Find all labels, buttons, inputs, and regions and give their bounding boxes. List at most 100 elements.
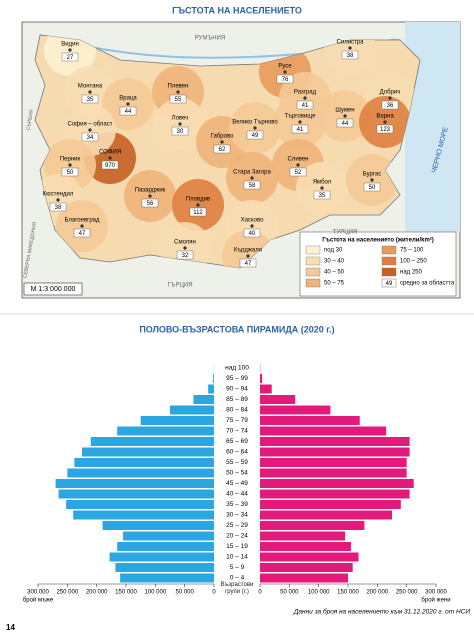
age-label: 90 – 94 xyxy=(226,386,248,393)
legend-swatch xyxy=(305,267,321,277)
value-box xyxy=(291,124,309,134)
region-value: 41 xyxy=(297,127,304,133)
x-tick-label: 100 000 xyxy=(308,590,330,596)
value-box xyxy=(73,228,91,238)
region-value: 58 xyxy=(249,183,256,189)
value-box xyxy=(171,126,189,136)
bar xyxy=(58,489,215,499)
city-dot xyxy=(176,90,180,94)
bar xyxy=(90,437,214,446)
region-name: Перник xyxy=(60,157,81,163)
region-name: Велико Търново xyxy=(232,120,278,126)
city-dot xyxy=(303,96,307,100)
region-name: Смолян xyxy=(174,240,196,246)
x-tick-label: 50 000 xyxy=(175,590,194,596)
legend-swatch xyxy=(305,256,321,266)
age-label: 10 – 14 xyxy=(226,554,248,561)
region-value: 40 xyxy=(249,231,256,237)
bar xyxy=(260,468,407,478)
value-box xyxy=(81,94,99,104)
city-dot xyxy=(68,163,72,167)
scale-box xyxy=(23,282,83,296)
value-box xyxy=(213,144,231,154)
bar xyxy=(260,447,410,457)
bar xyxy=(260,510,392,520)
bar xyxy=(260,542,351,551)
age-label: 5 – 9 xyxy=(230,564,245,571)
region-value: 38 xyxy=(347,53,354,59)
bar xyxy=(260,374,263,383)
value-box xyxy=(381,100,399,110)
region-value: 35 xyxy=(319,193,326,199)
region-value: 76 xyxy=(282,77,289,83)
age-label: над 100 xyxy=(225,365,249,372)
bar xyxy=(260,531,346,541)
city-dot xyxy=(126,102,130,106)
legend-label: средно за областта xyxy=(400,281,455,287)
x-tick-label: 200 000 xyxy=(86,590,108,596)
region-value: 38 xyxy=(55,205,62,211)
region-value: 36 xyxy=(387,103,394,109)
value-box xyxy=(243,180,261,190)
age-label: 50 – 54 xyxy=(226,470,248,477)
value-box xyxy=(81,132,99,142)
region-name: Сливен xyxy=(288,157,309,163)
bar xyxy=(55,479,214,488)
region-name: Търговище xyxy=(285,114,317,120)
bar xyxy=(102,521,214,530)
region-value: 27 xyxy=(67,55,74,61)
bar xyxy=(260,573,348,583)
bar xyxy=(213,374,214,383)
bar xyxy=(260,479,414,488)
region-value: 44 xyxy=(125,109,132,115)
bar xyxy=(74,458,214,467)
bar xyxy=(193,395,214,404)
legend-swatch xyxy=(381,267,397,277)
region-name: Ямбол xyxy=(313,180,332,186)
region-value: 35 xyxy=(87,97,94,103)
city-dot xyxy=(196,203,200,207)
region-value: 49 xyxy=(252,133,259,139)
bar xyxy=(117,426,214,436)
age-label: 95 – 99 xyxy=(226,375,248,382)
city-dot xyxy=(283,70,287,74)
bar xyxy=(260,458,407,467)
bar xyxy=(260,395,296,404)
region-value: 44 xyxy=(342,121,349,127)
bar xyxy=(260,437,410,446)
legend-label: 50 – 75 xyxy=(324,281,345,287)
x-tick-label: 300 000 xyxy=(27,590,49,596)
legend-label: 40 – 50 xyxy=(324,270,345,276)
age-label: 65 – 69 xyxy=(226,438,248,445)
region-name: Кюстендил xyxy=(43,192,74,198)
bar xyxy=(260,416,360,425)
city-dot xyxy=(108,156,112,160)
bar xyxy=(120,573,214,583)
x-tick-label: 250 000 xyxy=(56,590,78,596)
region-name: Кърджали xyxy=(234,248,262,254)
neighbor: ТУРЦИЯ xyxy=(333,230,358,236)
bar xyxy=(115,563,214,572)
region-value: 52 xyxy=(295,170,302,176)
city-dot xyxy=(370,178,374,182)
bar xyxy=(260,384,272,394)
city-dot xyxy=(383,120,387,124)
age-label: 40 – 44 xyxy=(226,491,248,498)
value-box xyxy=(176,250,194,260)
legend-label: над 250 xyxy=(400,270,422,276)
bar xyxy=(260,405,331,415)
x-tick-label: 250 000 xyxy=(396,590,418,596)
legend-title: Гъстота на населението (жители/km²) xyxy=(322,237,434,244)
value-box xyxy=(376,124,394,134)
age-label: 30 – 34 xyxy=(226,512,248,519)
category-axis-label: Възрастови групи (г.) xyxy=(220,582,254,595)
city-dot xyxy=(56,198,60,202)
city-dot xyxy=(320,186,324,190)
city-dot xyxy=(298,120,302,124)
region-value: 123 xyxy=(380,127,391,133)
region-value: 50 xyxy=(67,170,74,176)
legend-box xyxy=(299,231,457,297)
age-label: 85 – 89 xyxy=(226,396,248,403)
bar xyxy=(260,563,353,572)
